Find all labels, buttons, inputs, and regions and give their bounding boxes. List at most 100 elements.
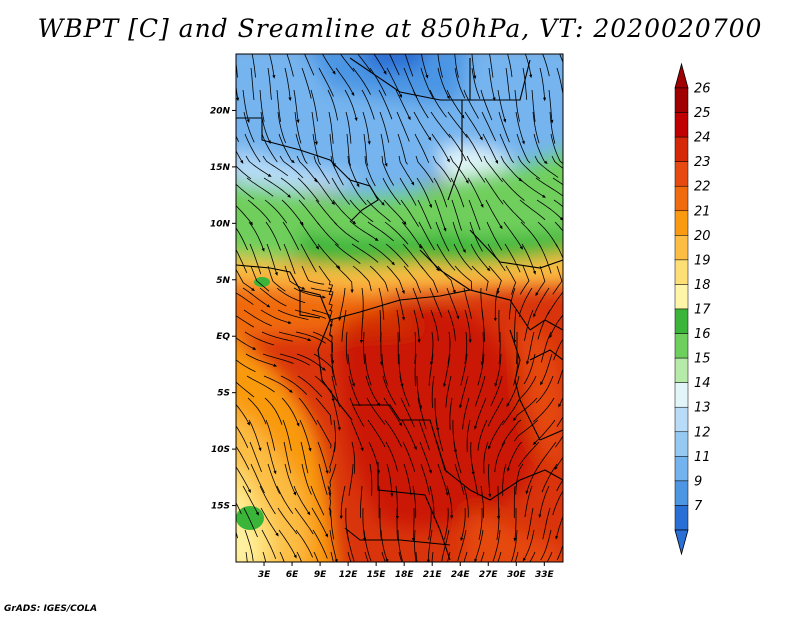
streamline [311, 111, 318, 146]
streamline [313, 551, 319, 562]
streamline [414, 331, 416, 365]
streamline [463, 287, 472, 320]
streamline [555, 243, 563, 260]
streamline [264, 199, 288, 224]
streamline [259, 287, 287, 307]
streamline [487, 419, 505, 450]
streamline [513, 419, 539, 442]
streamline [429, 89, 447, 118]
streamline [483, 155, 503, 183]
colorbar-swatch [674, 87, 689, 113]
streamline [428, 507, 432, 540]
streamline [297, 177, 320, 203]
streamlines [236, 54, 563, 562]
streamline [236, 60, 238, 78]
streamline [521, 243, 536, 275]
streamline [502, 199, 526, 224]
streamline [468, 199, 481, 231]
streamline [259, 485, 276, 515]
streamline [516, 332, 518, 365]
streamline [411, 507, 415, 542]
streamline [351, 243, 379, 263]
streamline [436, 243, 456, 271]
streamline [465, 133, 483, 162]
streamline [513, 309, 517, 344]
streamline [516, 133, 531, 164]
streamline [283, 441, 292, 474]
streamline [549, 111, 556, 144]
streamline [384, 221, 409, 245]
streamline [540, 353, 553, 386]
y-tick-label: 15S [211, 502, 230, 512]
streamline [327, 485, 332, 518]
colorbar-swatch [674, 382, 689, 408]
streamline [549, 314, 563, 339]
streamline [250, 67, 255, 100]
streamline [294, 507, 314, 535]
streamline [347, 551, 352, 562]
colorbar-swatch [674, 185, 689, 212]
streamline [437, 265, 456, 294]
streamline [248, 221, 265, 252]
streamline [447, 331, 451, 364]
streamline [265, 221, 281, 251]
streamline [245, 551, 248, 562]
colorbar-swatch [674, 161, 689, 187]
streamline [480, 331, 484, 366]
streamline [363, 133, 369, 166]
streamline [330, 353, 337, 386]
streamline [344, 89, 358, 122]
x-tick-label: 6E [286, 570, 299, 580]
streamline [504, 243, 521, 273]
streamline [401, 419, 417, 451]
streamline [328, 463, 337, 497]
streamline [505, 265, 517, 295]
streamline [381, 155, 394, 186]
streamline [236, 337, 257, 350]
streamline [486, 221, 503, 251]
streamline [350, 221, 379, 241]
streamline [515, 111, 525, 145]
streamline [244, 529, 254, 561]
colorbar-top-arrow [674, 62, 689, 89]
x-tick-label: 3E [258, 570, 271, 580]
streamline [363, 331, 366, 364]
streamline [420, 67, 434, 98]
streamline [519, 199, 546, 221]
streamline [497, 551, 502, 562]
streamline [236, 315, 255, 328]
streamline [236, 359, 256, 373]
streamline [263, 177, 291, 198]
streamline [279, 551, 285, 562]
streamline [236, 248, 248, 274]
streamline [381, 551, 386, 562]
streamline [395, 287, 406, 321]
streamline [415, 155, 434, 183]
streamline [517, 155, 541, 180]
streamline [318, 265, 334, 292]
streamline [453, 243, 473, 271]
streamline [552, 265, 563, 295]
streamline [518, 287, 533, 318]
streamline [554, 456, 563, 471]
streamline [431, 551, 434, 562]
x-tick-label: 12E [339, 570, 359, 580]
streamline [317, 243, 341, 269]
streamline [553, 338, 563, 361]
streamline [470, 243, 491, 272]
streamline [537, 221, 558, 248]
streamline [398, 551, 403, 562]
colorbar-label: 12 [694, 425, 711, 440]
streamline [546, 551, 553, 562]
streamline [431, 375, 435, 408]
streamline [418, 221, 435, 251]
streamline [447, 111, 468, 138]
colorbar-swatch [674, 505, 689, 531]
streamline [382, 375, 397, 406]
streamline [445, 375, 452, 408]
colorbar-swatch [674, 284, 689, 310]
streamline [419, 441, 432, 474]
streamline [403, 463, 412, 496]
streamline [360, 485, 363, 518]
streamline [310, 485, 325, 516]
